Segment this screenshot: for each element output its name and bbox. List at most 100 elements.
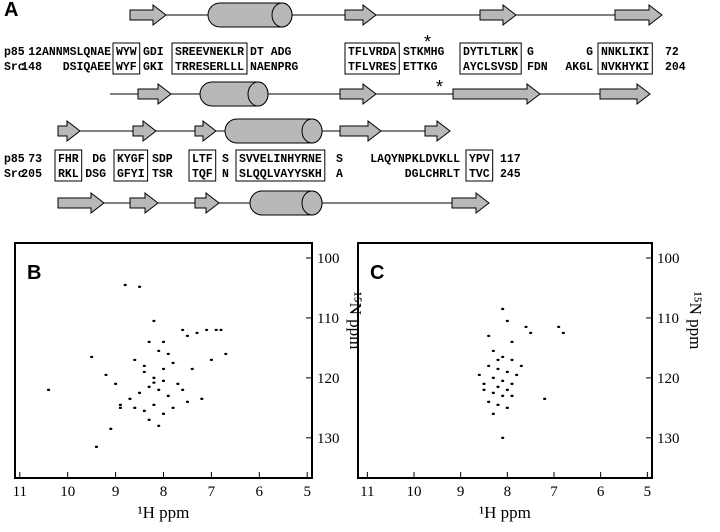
x-tick-label: 6 <box>256 484 264 500</box>
peak <box>133 358 137 362</box>
strand <box>339 119 382 143</box>
peak <box>166 394 170 398</box>
peak <box>181 328 185 332</box>
strand <box>344 3 377 27</box>
conserved-box <box>344 42 400 75</box>
peak <box>505 388 509 392</box>
peak <box>166 352 170 356</box>
strand <box>194 191 220 215</box>
p85-segment: YPV <box>469 153 490 166</box>
residue-number: 204 <box>665 61 686 74</box>
peak <box>157 424 161 428</box>
residue-number: 245 <box>500 168 521 181</box>
plot-frame <box>14 242 313 479</box>
x-tick-label: 8 <box>504 484 512 500</box>
src-segment: TRRESERLLL <box>175 61 244 74</box>
peak <box>152 403 156 407</box>
conserved-box <box>459 42 522 75</box>
src-segment: TQF <box>192 168 213 181</box>
peak <box>152 319 156 323</box>
src-segment: ETTKG <box>403 61 438 74</box>
conserved-box <box>113 149 149 182</box>
peak <box>524 325 528 329</box>
p85-segment: KYGF <box>117 153 145 166</box>
peak <box>510 340 514 344</box>
p85-segment: STKMHG <box>403 46 445 59</box>
strand <box>479 3 517 27</box>
peak <box>104 373 108 377</box>
peak <box>171 406 175 410</box>
x-tick-label: 6 <box>597 484 605 500</box>
x-tick-label: 7 <box>550 484 558 500</box>
p85-segment: ANNMSLQNAE <box>42 46 111 59</box>
peak <box>109 427 113 431</box>
peak <box>501 394 505 398</box>
peak <box>529 331 533 335</box>
x-tick-label: 8 <box>160 484 168 500</box>
residue-number: 117 <box>500 153 521 166</box>
peak <box>142 370 146 374</box>
plot-frame <box>357 242 653 479</box>
peak <box>487 400 491 404</box>
x-tick-label: 11 <box>360 484 374 500</box>
peak <box>491 391 495 395</box>
peak <box>147 418 151 422</box>
peak <box>505 370 509 374</box>
peak <box>519 364 523 368</box>
peak <box>491 412 495 416</box>
peak <box>505 319 509 323</box>
residue-number: 12 <box>28 46 42 59</box>
peak <box>501 355 505 359</box>
peak <box>152 381 156 384</box>
strand <box>129 191 159 215</box>
peak <box>123 283 127 287</box>
p85-segment: SVVELINHYRNE <box>239 153 322 166</box>
p85-segment: NNKLIKI <box>601 46 649 59</box>
p85-segment: SDP <box>152 153 173 166</box>
y-tick-label: 100 <box>657 251 680 267</box>
peak <box>501 379 505 383</box>
x-axis-label: ¹H ppm <box>479 503 531 522</box>
src-segment: SLQQLVAYYSKH <box>239 168 322 181</box>
conserved-box <box>465 149 494 182</box>
helix-end <box>271 2 293 28</box>
peak <box>209 358 214 362</box>
y-tick-label: 120 <box>317 371 340 387</box>
src-segment: TVC <box>469 168 490 181</box>
src-segment: AKGL <box>565 61 593 74</box>
src-segment: NVKHYKI <box>601 61 649 74</box>
y-tick-label: 130 <box>657 431 680 447</box>
peak <box>557 325 561 329</box>
strand <box>424 119 451 143</box>
peak <box>176 382 180 386</box>
peak <box>185 334 190 338</box>
y-tick-label: 110 <box>317 311 339 327</box>
peak <box>501 436 505 440</box>
peak <box>205 328 209 332</box>
peak <box>181 388 185 392</box>
peak <box>477 373 481 377</box>
p85-segment: LAQYNPKLDVKLL <box>370 153 460 166</box>
x-tick-label: 9 <box>457 484 465 500</box>
src-segment: GFYI <box>117 168 145 181</box>
peak <box>118 406 122 410</box>
residue-number: 148 <box>21 61 42 74</box>
strand <box>129 3 167 27</box>
peak <box>510 394 514 398</box>
p85-segment: LTF <box>192 153 213 166</box>
src-segment: TFLVRES <box>348 61 396 74</box>
peak <box>147 385 151 389</box>
strand <box>137 82 172 106</box>
peak <box>491 376 495 380</box>
secondary-structure <box>57 2 663 216</box>
peak <box>157 349 161 353</box>
peak <box>496 385 500 389</box>
p85-segment: GDI <box>143 46 164 59</box>
panel-label: B <box>27 262 41 284</box>
x-axis-label: ¹H ppm <box>138 503 190 522</box>
peak <box>487 334 491 338</box>
peak <box>185 400 190 404</box>
peak <box>171 361 175 365</box>
peak <box>137 391 142 395</box>
src-segment: DGLCHRLT <box>405 168 460 181</box>
